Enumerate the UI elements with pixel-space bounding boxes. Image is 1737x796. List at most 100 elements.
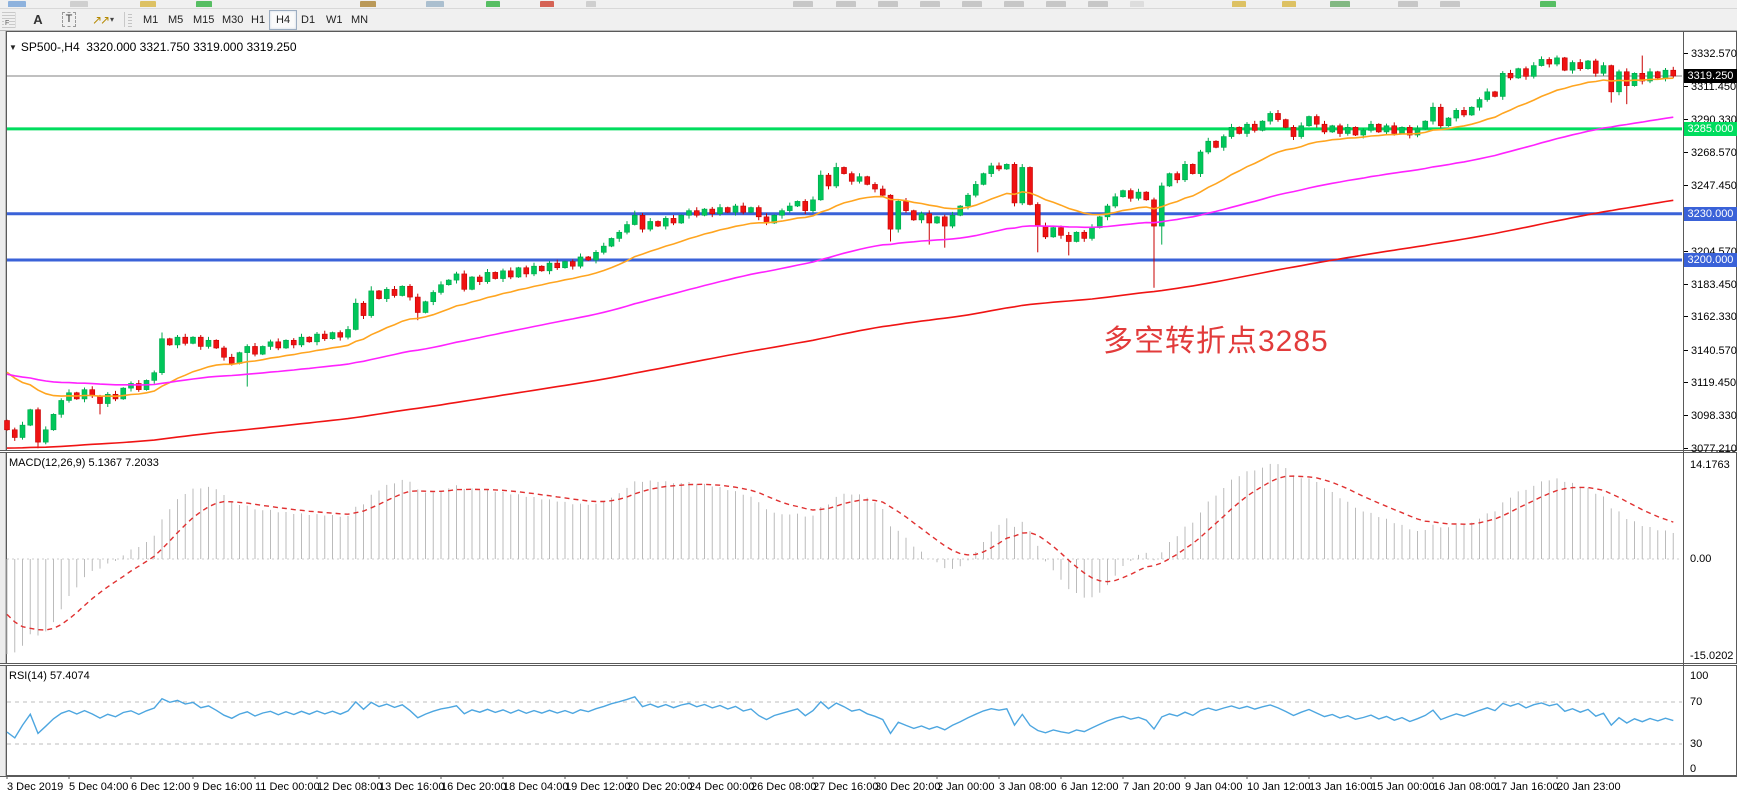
toolbar-separator [124,12,125,27]
toolbar-icon-stub[interactable] [486,1,500,7]
time-axis-label: 5 Dec 04:00 [69,781,129,793]
rsi-axis-30: 30 [1690,738,1703,750]
letter-t-icon: T [61,12,77,27]
time-axis-label: 2 Jan 00:00 [937,781,995,793]
toolbar-icon-stub[interactable] [426,1,444,7]
time-axis-label: 9 Jan 04:00 [1185,781,1243,793]
timeframe-button-m15[interactable]: M15 [193,14,215,26]
chart-title[interactable]: ▼ SP500-,H4 3320.000 3321.750 3319.000 33… [9,40,297,54]
toolbar-icon-stub[interactable] [360,1,376,7]
text-label-button[interactable]: T [56,10,82,29]
time-axis-label: 16 Dec 20:00 [441,781,507,793]
rsi-label: RSI(14) 57.4074 [9,670,90,682]
toolbar-icon-stub[interactable] [8,1,26,7]
timeframe-button-h1[interactable]: H1 [251,14,266,26]
timeframe-button-m5[interactable]: M5 [168,14,184,26]
macd-axis-max: 14.1763 [1690,459,1730,472]
time-axis-label: 15 Jan 00:00 [1371,781,1435,793]
timeframe-button-w1[interactable]: W1 [326,14,343,26]
time-axis-label: 3 Dec 2019 [7,781,64,793]
time-axis-label: 30 Dec 20:00 [875,781,941,793]
toolbar-icon-stub[interactable] [962,1,982,7]
time-axis-label: 19 Dec 12:00 [565,781,631,793]
arrows-menu-button[interactable]: ↗↗ ▾ [86,10,120,29]
price-axis-tick: 3247.450 [1684,180,1737,192]
timeframe-button-m30[interactable]: M30 [222,14,244,26]
macd-label: MACD(12,26,9) 5.1367 7.2033 [9,457,159,469]
toolbar-icon-stub[interactable] [1004,1,1024,7]
price-axis-tick: 3098.330 [1684,410,1737,422]
time-axis-label: 27 Dec 16:00 [813,781,879,793]
price-axis-tick: 3183.450 [1684,279,1737,291]
price-axis-tick: 3268.570 [1684,147,1737,159]
toolbar-icon-stub[interactable] [1282,1,1296,7]
time-axis-label: 13 Jan 16:00 [1309,781,1373,793]
toolbar-icon-stub[interactable] [196,1,212,7]
price-badge-3200.000: 3200.000 [1684,253,1737,268]
toolbar-icon-stub[interactable] [1088,1,1108,7]
toolbar-icon-stub[interactable] [586,1,596,7]
rsi-panel-plot[interactable] [6,666,1683,776]
letter-a-icon: A [33,12,43,27]
toolbar-icon-stub[interactable] [1232,1,1246,7]
macd-axis-min: -15.0202 [1690,650,1734,663]
ohlc-values: 3320.000 3321.750 3319.000 3319.250 [86,40,297,54]
price-axis-tick: 3332.570 [1684,48,1737,60]
toolbar-top-partial [0,0,1737,9]
time-axis-label: 20 Dec 20:00 [627,781,693,793]
arrows-icon: ↗↗ [91,12,110,27]
symbol-name: SP500-,H4 [20,40,80,54]
toolbar-icon-stub[interactable] [70,1,88,7]
grid-f-icon: F [4,20,10,27]
toolbar-icon-stub[interactable] [920,1,940,7]
price-axis[interactable] [1683,31,1737,776]
time-axis-label: 20 Jan 23:00 [1557,781,1621,793]
panel-divider-1[interactable] [0,450,1737,453]
timeframe-button-mn[interactable]: MN [351,14,369,26]
toolbar-tools: F A T ↗↗ ▾ M1 M5 M15 M30 H1 H4 D1 W1 MN [0,9,1737,31]
time-axis-label: 13 Dec 16:00 [379,781,445,793]
time-axis-label: 3 Jan 08:00 [999,781,1057,793]
time-axis-label: 9 Dec 16:00 [193,781,253,793]
timeframe-toolbar-grip[interactable] [128,13,132,27]
price-axis-tick: 3311.450 [1684,81,1736,93]
timeframe-button-h4[interactable]: H4 [269,10,298,30]
toolbar-icon-stub[interactable] [1398,1,1418,7]
price-axis-tick: 3140.570 [1684,345,1737,357]
toolbar-icon-stub[interactable] [1130,1,1144,7]
time-axis-label: 18 Dec 04:00 [503,781,569,793]
toolbar-icon-stub[interactable] [540,1,554,7]
chevron-down-icon: ▾ [110,15,115,24]
rsi-axis-100: 100 [1690,670,1709,682]
price-axis-separator [1683,31,1684,776]
time-axis-label: 16 Jan 08:00 [1433,781,1497,793]
toolbar-icon-stub[interactable] [1330,1,1350,7]
price-badge-3230.000: 3230.000 [1684,206,1737,221]
toolbar-icon-stub[interactable] [140,1,156,7]
rsi-axis-70: 70 [1690,696,1703,708]
macd-axis-zero: 0.00 [1690,553,1712,565]
rsi-axis-0: 0 [1690,763,1697,775]
time-axis-label: 11 Dec 00:00 [255,781,320,793]
time-axis-label: 12 Dec 08:00 [317,781,383,793]
macd-panel-plot[interactable] [6,453,1683,663]
symbol-dropdown-icon[interactable]: ▼ [9,43,17,52]
toolbar-icon-stub[interactable] [836,1,856,7]
timeframe-button-m1[interactable]: M1 [143,14,159,26]
time-axis-label: 6 Dec 12:00 [131,781,191,793]
main-chart-plot[interactable] [6,31,1683,451]
toolbar-icon-stub[interactable] [793,1,813,7]
toolbar-icon-stub[interactable] [1046,1,1066,7]
price-axis-tick: 3077.210 [1684,443,1737,455]
time-axis-label: 17 Jan 16:00 [1495,781,1559,793]
time-axis-label: 10 Jan 12:00 [1247,781,1311,793]
price-axis-tick: 3162.330 [1684,311,1737,323]
price-badge-3319.250: 3319.250 [1684,69,1737,83]
text-annotation-button[interactable]: A [26,10,50,29]
toolbar-icon-stub[interactable] [1440,1,1460,7]
time-axis[interactable] [0,776,1737,796]
price-badge-3285.000: 3285.000 [1684,121,1737,136]
toolbar-icon-stub[interactable] [1540,1,1556,7]
timeframe-button-d1[interactable]: D1 [301,14,316,26]
toolbar-icon-stub[interactable] [878,1,898,7]
